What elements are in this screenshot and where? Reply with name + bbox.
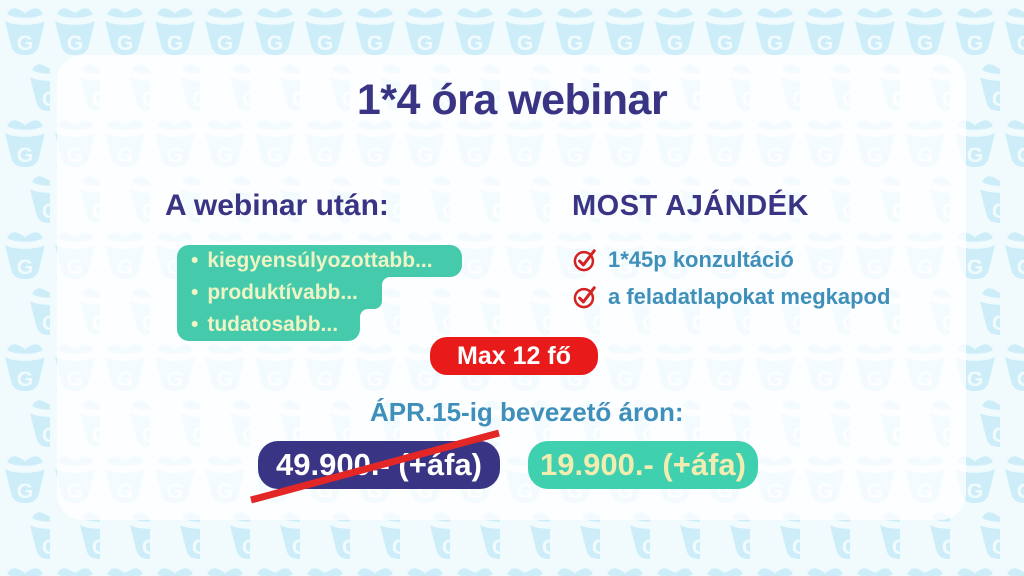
- capacity-badge: Max 12 fő: [430, 337, 598, 375]
- gift-item: 1*45p konzultáció: [572, 246, 952, 274]
- benefits-highlight-block: • kiegyensúlyozottabb... • produktívabb...…: [177, 245, 462, 341]
- gift-heading: MOST AJÁNDÉK: [572, 190, 809, 222]
- benefit-label: kiegyensúlyozottabb...: [207, 249, 433, 272]
- bullet-dot: •: [191, 249, 199, 272]
- highlight-blob-shape: [177, 245, 462, 341]
- gift-item-label: a feladatlapokat megkapod: [608, 284, 891, 309]
- bullet-dot: •: [191, 313, 199, 336]
- bullet-dot: •: [191, 281, 199, 304]
- new-price-tag: 19.900.- (+áfa): [528, 441, 758, 489]
- deadline-label: ÁPR.15-ig bevezető áron:: [370, 397, 684, 427]
- old-price-tag: 49.900.- (+áfa): [258, 441, 500, 489]
- benefit-label: produktívabb...: [207, 281, 358, 304]
- benefit-item: • produktívabb...: [177, 277, 462, 309]
- gift-list: 1*45p konzultáció a feladatlapokat megka…: [572, 246, 952, 320]
- benefit-item: • tudatosabb...: [177, 309, 462, 341]
- check-circle-icon: [573, 249, 596, 272]
- webinar-title: 1*4 óra webinar: [356, 76, 668, 124]
- benefit-item: • kiegyensúlyozottabb...: [177, 245, 462, 277]
- gift-item-label: 1*45p konzultáció: [608, 247, 794, 272]
- benefit-label: tudatosabb...: [207, 313, 339, 336]
- benefits-list: • kiegyensúlyozottabb... • produktívabb...…: [177, 245, 462, 341]
- gift-item: a feladatlapokat megkapod: [572, 283, 952, 311]
- after-webinar-heading: A webinar után:: [165, 189, 389, 222]
- check-circle-icon: [573, 286, 596, 309]
